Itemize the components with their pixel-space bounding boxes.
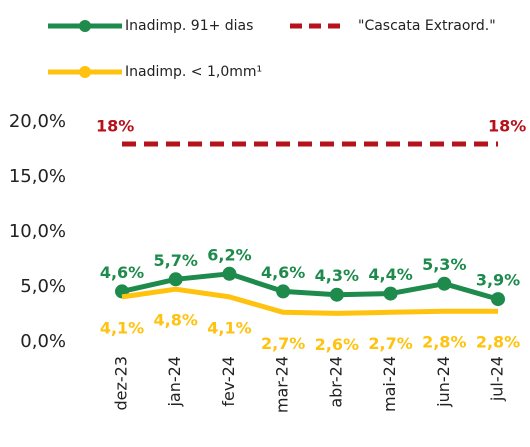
data-label: 4,3% <box>315 266 359 285</box>
x-tick-label: mar-24 <box>273 356 292 413</box>
legend-label: "Cascata Extraord." <box>358 18 496 34</box>
data-label: 6,2% <box>207 245 251 264</box>
series-line <box>121 286 498 316</box>
point-marker <box>383 286 398 301</box>
data-label: 5,3% <box>422 255 466 274</box>
data-label: 4,4% <box>368 265 412 284</box>
data-label: 2,7% <box>261 334 305 353</box>
y-tick-label: 15,0% <box>9 166 66 187</box>
data-label: 4,1% <box>100 318 144 337</box>
data-label: 4,6% <box>100 263 144 282</box>
point-marker <box>168 272 183 287</box>
point-marker <box>491 292 505 307</box>
data-label: 3,9% <box>476 271 520 290</box>
y-tick-label: 0,0% <box>20 331 66 352</box>
y-tick-label: 20,0% <box>9 111 66 132</box>
legend-label: Inadimp. 91+ dias <box>125 18 253 34</box>
x-tick-label: jan-24 <box>165 356 184 408</box>
data-label: 4,8% <box>154 311 198 330</box>
x-tick-label: mai-24 <box>380 356 399 412</box>
data-label: 4,1% <box>207 318 251 337</box>
x-tick-label: jun-24 <box>434 356 453 408</box>
point-marker <box>222 266 237 281</box>
series-line <box>121 271 499 302</box>
data-label: 2,8% <box>476 333 520 352</box>
data-label: 4,6% <box>261 263 305 282</box>
x-tick-label: jul-24 <box>488 356 507 402</box>
data-label: 2,8% <box>422 333 466 352</box>
data-label: 2,7% <box>368 334 412 353</box>
data-label: 2,6% <box>315 335 359 354</box>
x-tick-label: abr-24 <box>326 356 345 408</box>
legend-marker <box>79 66 91 78</box>
x-tick-label: fev-24 <box>219 356 238 407</box>
y-tick-label: 10,0% <box>9 221 66 242</box>
x-tick-label: dez-23 <box>112 356 131 411</box>
legend-marker <box>79 20 91 32</box>
legend-label: Inadimp. < 1,0mm¹ <box>125 64 262 80</box>
data-label: 18% <box>96 117 134 136</box>
data-label: 5,7% <box>154 251 198 270</box>
data-label: 18% <box>488 117 526 136</box>
point-marker <box>329 287 344 302</box>
point-marker <box>276 284 291 299</box>
y-tick-label: 5,0% <box>20 276 66 297</box>
point-marker <box>437 276 452 291</box>
